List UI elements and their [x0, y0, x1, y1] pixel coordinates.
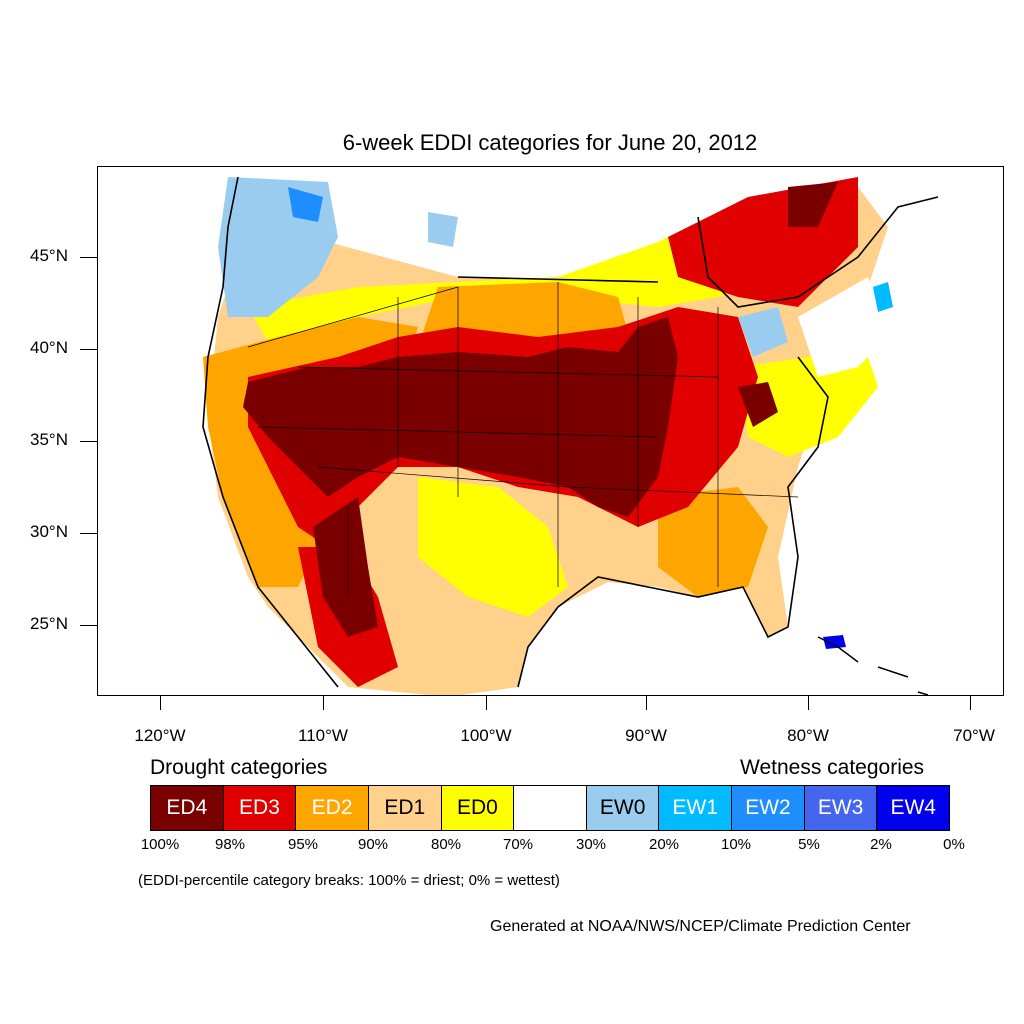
lon-label-100: 100°W	[460, 726, 512, 745]
pct-label: 80%	[430, 836, 462, 853]
lon-label-80: 80°W	[787, 726, 829, 745]
pct-label: 98%	[214, 836, 246, 853]
pct-label: 30%	[575, 836, 607, 853]
lon-tick-70	[970, 696, 971, 710]
legend-seg-ed2: ED2	[296, 786, 369, 830]
pct-label: 0%	[943, 836, 965, 853]
state-borders	[247, 282, 799, 597]
legend-seg-ew2: EW2	[732, 786, 805, 830]
lon-tick-90	[646, 696, 647, 710]
legend-seg-ed4: ED4	[151, 786, 224, 830]
lon-label-110: 110°W	[298, 726, 348, 745]
legend-seg-ew1: EW1	[659, 786, 733, 830]
map-canvas	[202, 176, 939, 695]
region-maine-wet	[873, 282, 893, 312]
lat-tick-45	[80, 257, 97, 258]
pct-label: 5%	[798, 836, 820, 853]
region-bahamas-wet	[823, 635, 846, 649]
drought-heading: Drought categories	[150, 756, 328, 779]
wetness-heading: Wetness categories	[740, 756, 925, 779]
lat-tick-40	[80, 349, 97, 350]
lon-label-90: 90°W	[625, 726, 667, 745]
region-southeast-orange	[658, 487, 768, 597]
pct-label: 100%	[140, 836, 180, 853]
region-north-yellow	[248, 207, 798, 342]
pct-label: 20%	[648, 836, 680, 853]
lat-label-45: 45°N	[30, 246, 68, 265]
legend-seg-ed1: ED1	[368, 786, 442, 830]
legend-seg-ed3: ED3	[223, 786, 297, 830]
category-note: (EDDI-percentile category breaks: 100% =…	[138, 872, 560, 889]
coastline	[202, 176, 939, 688]
bahamas-islands	[817, 636, 929, 695]
pct-label: 10%	[720, 836, 752, 853]
lat-tick-35	[80, 441, 97, 442]
pct-label: 95%	[287, 836, 319, 853]
lat-label-40: 40°N	[30, 338, 68, 357]
pct-label: 2%	[870, 836, 892, 853]
region-wet-patch-2	[428, 212, 458, 247]
lon-tick-110	[323, 696, 324, 710]
region-ed4-ohio	[738, 382, 778, 427]
legend-seg-ew4: EW4	[877, 786, 950, 830]
legend-seg-ed0: ED0	[441, 786, 515, 830]
lat-label-35: 35°N	[30, 430, 68, 449]
lon-label-70: 70°W	[953, 726, 995, 745]
lon-tick-80	[808, 696, 809, 710]
region-texas-yellow	[418, 477, 568, 617]
region-ed4-northeast	[788, 182, 838, 227]
pct-label: 70%	[502, 836, 534, 853]
lon-label-120: 120°W	[134, 726, 186, 745]
lon-tick-120	[160, 696, 161, 710]
lat-tick-25	[80, 625, 97, 626]
region-wet-patch	[288, 187, 323, 222]
legend-seg-ew0: EW0	[586, 786, 660, 830]
legend-colorbar: ED4 ED3 ED2 ED1 ED0 EW0 EW1 EW2 EW3 EW4	[150, 785, 950, 831]
legend-seg-ew3: EW3	[804, 786, 878, 830]
region-ed4-southwest	[313, 497, 378, 637]
lon-tick-100	[486, 696, 487, 710]
lat-tick-30	[80, 533, 97, 534]
region-ed4-core	[243, 317, 678, 517]
legend-seg-neutral	[514, 786, 587, 830]
eddi-map	[97, 166, 1004, 696]
credit-line: Generated at NOAA/NWS/NCEP/Climate Predi…	[490, 918, 911, 935]
map-title: 6-week EDDI categories for June 20, 2012	[342, 130, 758, 155]
pct-label: 90%	[357, 836, 389, 853]
region-greatlakes-wet	[738, 307, 788, 357]
lat-label-30: 30°N	[30, 522, 68, 541]
lat-label-25: 25°N	[30, 614, 68, 633]
region-northeast-white	[798, 277, 888, 377]
